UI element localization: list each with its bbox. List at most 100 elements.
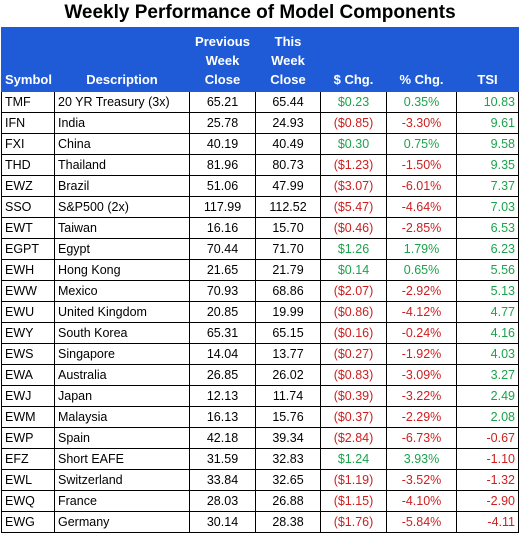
cell-tsi: 6.23 <box>456 238 519 260</box>
cell-this-close: 26.88 <box>255 490 321 512</box>
cell-percent-change: 0.35% <box>386 91 457 113</box>
cell-percent-change: -3.09% <box>386 364 457 386</box>
cell-dollar-change: ($3.07) <box>320 175 387 197</box>
cell-tsi: 9.61 <box>456 112 519 134</box>
table-row: TMF 20 YR Treasury (3x) 65.21 65.44 $0.23 0.3… <box>1 91 519 113</box>
cell-symbol: EWG <box>1 511 55 533</box>
cell-symbol: EWJ <box>1 385 55 407</box>
table-row: EWP Spain 42.18 39.34 ($2.84) -6.73% -0.67 <box>1 427 519 449</box>
cell-tsi: -0.67 <box>456 427 519 449</box>
cell-description: Brazil <box>54 175 190 197</box>
cell-previous-close: 117.99 <box>189 196 256 218</box>
cell-this-close: 65.44 <box>255 91 321 113</box>
header-percent-change: % Chg. <box>386 27 457 92</box>
cell-symbol: EGPT <box>1 238 55 260</box>
table-row: EWQ France 28.03 26.88 ($1.15) -4.10% -2.90 <box>1 490 519 512</box>
cell-this-close: 15.70 <box>255 217 321 239</box>
cell-dollar-change: ($0.46) <box>320 217 387 239</box>
cell-symbol: TMF <box>1 91 55 113</box>
header-prev-line-1: Previous <box>195 34 250 49</box>
cell-description: Germany <box>54 511 190 533</box>
cell-dollar-change: ($0.86) <box>320 301 387 323</box>
cell-symbol: EWA <box>1 364 55 386</box>
cell-percent-change: -1.92% <box>386 343 457 365</box>
cell-percent-change: 1.79% <box>386 238 457 260</box>
cell-tsi: 5.13 <box>456 280 519 302</box>
cell-tsi: 10.83 <box>456 91 519 113</box>
cell-percent-change: -2.29% <box>386 406 457 428</box>
header-this-week-close: This Week Close <box>255 27 321 92</box>
cell-description: Egypt <box>54 238 190 260</box>
cell-description: India <box>54 112 190 134</box>
cell-description: Singapore <box>54 343 190 365</box>
cell-description: Short EAFE <box>54 448 190 470</box>
cell-tsi: 4.77 <box>456 301 519 323</box>
cell-previous-close: 33.84 <box>189 469 256 491</box>
cell-dollar-change: ($1.76) <box>320 511 387 533</box>
cell-tsi: -4.11 <box>456 511 519 533</box>
table-row: EWA Australia 26.85 26.02 ($0.83) -3.09% 3.27 <box>1 364 519 386</box>
cell-previous-close: 25.78 <box>189 112 256 134</box>
table-row: FXI China 40.19 40.49 $0.30 0.75% 9.58 <box>1 133 519 155</box>
header-prev-line-2: Week <box>205 53 240 68</box>
cell-percent-change: -3.52% <box>386 469 457 491</box>
header-row: Symbol Description Previous Week Close T… <box>1 27 519 92</box>
cell-percent-change: -4.64% <box>386 196 457 218</box>
cell-description: Switzerland <box>54 469 190 491</box>
cell-symbol: EWW <box>1 280 55 302</box>
table-row: THD Thailand 81.96 80.73 ($1.23) -1.50% 9.35 <box>1 154 519 176</box>
cell-description: S&P500 (2x) <box>54 196 190 218</box>
cell-tsi: 9.58 <box>456 133 519 155</box>
cell-description: France <box>54 490 190 512</box>
cell-previous-close: 40.19 <box>189 133 256 155</box>
cell-dollar-change: ($0.16) <box>320 322 387 344</box>
cell-description: Taiwan <box>54 217 190 239</box>
cell-this-close: 40.49 <box>255 133 321 155</box>
cell-this-close: 11.74 <box>255 385 321 407</box>
header-this-line-2: Week <box>271 53 305 68</box>
page-title: Weekly Performance of Model Components <box>64 2 456 23</box>
cell-percent-change: -4.12% <box>386 301 457 323</box>
cell-dollar-change: ($5.47) <box>320 196 387 218</box>
header-prev-line-3: Close <box>204 72 241 87</box>
cell-description: Australia <box>54 364 190 386</box>
cell-this-close: 65.15 <box>255 322 321 344</box>
cell-this-close: 80.73 <box>255 154 321 176</box>
cell-symbol: SSO <box>1 196 55 218</box>
cell-tsi: 3.27 <box>456 364 519 386</box>
cell-this-close: 13.77 <box>255 343 321 365</box>
cell-this-close: 26.02 <box>255 364 321 386</box>
cell-dollar-change: ($1.15) <box>320 490 387 512</box>
cell-dollar-change: ($1.23) <box>320 154 387 176</box>
table-row: EWY South Korea 65.31 65.15 ($0.16) -0.24% 4.1… <box>1 322 519 344</box>
cell-symbol: EWZ <box>1 175 55 197</box>
cell-description: Malaysia <box>54 406 190 428</box>
cell-previous-close: 30.14 <box>189 511 256 533</box>
cell-previous-close: 70.93 <box>189 280 256 302</box>
table-row: EWL Switzerland 33.84 32.65 ($1.19) -3.52% -1.… <box>1 469 519 491</box>
table-header: Symbol Description Previous Week Close T… <box>1 27 519 92</box>
cell-symbol: EWS <box>1 343 55 365</box>
cell-percent-change: -6.01% <box>386 175 457 197</box>
table-row: EGPT Egypt 70.44 71.70 $1.26 1.79% 6.23 <box>1 238 519 260</box>
cell-description: Hong Kong <box>54 259 190 281</box>
cell-percent-change: -6.73% <box>386 427 457 449</box>
cell-tsi: -1.10 <box>456 448 519 470</box>
table-row: EWZ Brazil 51.06 47.99 ($3.07) -6.01% 7.37 <box>1 175 519 197</box>
cell-previous-close: 28.03 <box>189 490 256 512</box>
cell-percent-change: -1.50% <box>386 154 457 176</box>
cell-previous-close: 81.96 <box>189 154 256 176</box>
cell-symbol: EWU <box>1 301 55 323</box>
cell-percent-change: 0.65% <box>386 259 457 281</box>
cell-this-close: 71.70 <box>255 238 321 260</box>
cell-dollar-change: ($0.39) <box>320 385 387 407</box>
header-description: Description <box>54 27 190 92</box>
cell-description: South Korea <box>54 322 190 344</box>
cell-symbol: EWM <box>1 406 55 428</box>
cell-symbol: EWP <box>1 427 55 449</box>
cell-dollar-change: $0.23 <box>320 91 387 113</box>
performance-table: Symbol Description Previous Week Close T… <box>1 27 519 533</box>
table-row: EWG Germany 30.14 28.38 ($1.76) -5.84% -4.11 <box>1 511 519 533</box>
cell-percent-change: -0.24% <box>386 322 457 344</box>
